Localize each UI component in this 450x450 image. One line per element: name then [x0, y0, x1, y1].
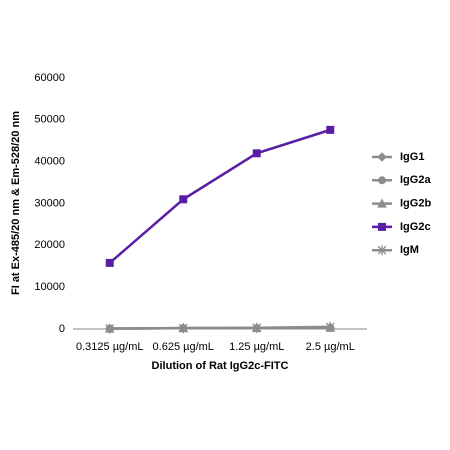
data-point — [252, 149, 261, 158]
legend-marker — [378, 176, 386, 185]
data-point — [105, 323, 115, 334]
y-tick-label: 40000 — [34, 156, 65, 168]
data-point — [178, 323, 188, 334]
legend-label: IgG1 — [400, 151, 424, 163]
y-tick-label: 30000 — [34, 197, 65, 209]
legend-marker — [377, 245, 387, 256]
legend-label: IgM — [400, 244, 419, 256]
legend-marker — [377, 198, 387, 208]
legend-marker — [377, 152, 387, 162]
legend-marker — [378, 222, 386, 231]
data-point — [105, 258, 114, 267]
x-tick-label: 1.25 µg/mL — [229, 341, 284, 353]
x-axis-label: Dilution of Rat IgG2c-FITC — [152, 360, 289, 372]
y-tick-label: 10000 — [34, 281, 65, 293]
y-tick-label: 60000 — [34, 72, 65, 84]
x-tick-label: 0.3125 µg/mL — [76, 341, 144, 353]
x-tick-label: 2.5 µg/mL — [306, 341, 355, 353]
series-line — [109, 325, 331, 330]
data-point — [179, 195, 188, 204]
legend-label: IgG2b — [400, 198, 431, 210]
x-tick-label: 0.625 µg/mL — [153, 341, 214, 353]
y-axis-label: FI at Ex-485/20 nm & Em-528/20 nm — [10, 111, 22, 295]
data-point — [252, 322, 262, 333]
y-tick-label: 0 — [59, 323, 65, 335]
legend-label: IgG2c — [400, 221, 431, 233]
data-point — [326, 125, 335, 134]
legend-label: IgG2a — [400, 174, 431, 186]
data-point — [325, 321, 335, 332]
y-tick-label: 50000 — [34, 114, 65, 126]
y-tick-label: 20000 — [34, 239, 65, 251]
series-line — [108, 128, 331, 264]
